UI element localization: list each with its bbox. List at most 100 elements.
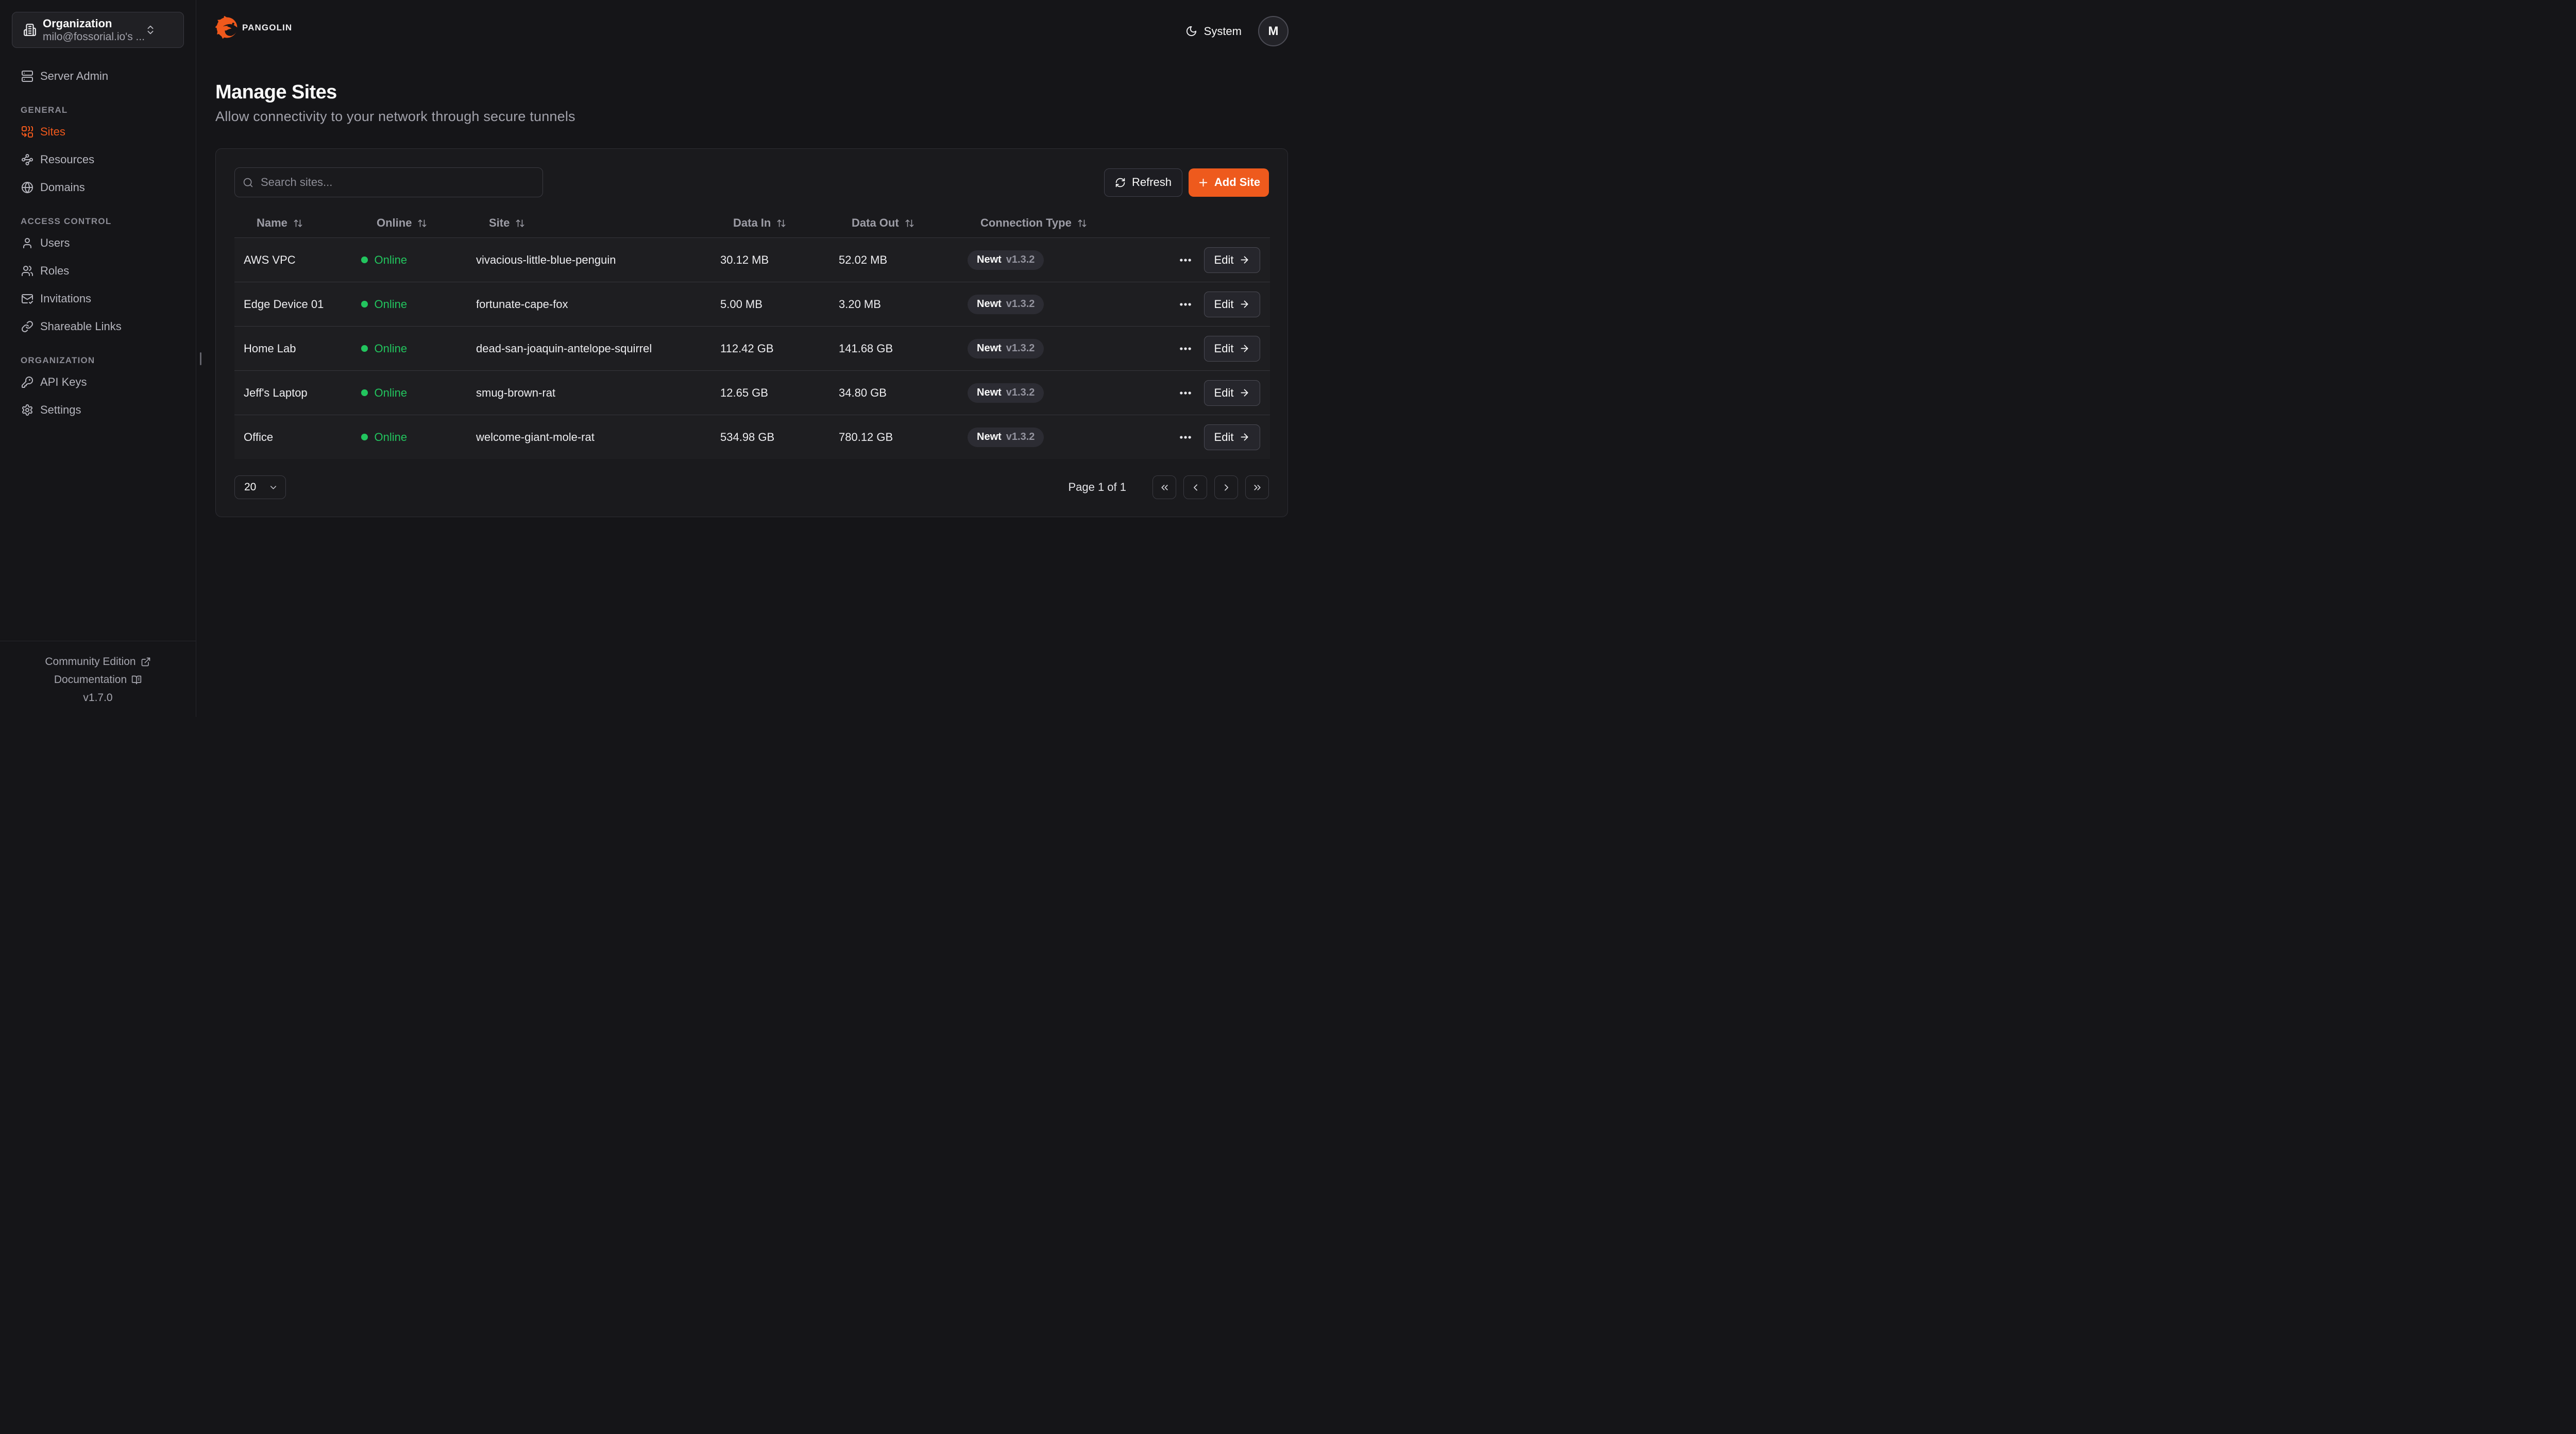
cell-data-in: 534.98 GB bbox=[720, 430, 775, 443]
page-subtitle: Allow connectivity to your network throu… bbox=[215, 109, 575, 124]
prev-page-button[interactable] bbox=[1183, 475, 1207, 499]
chevrons-left-icon bbox=[1159, 482, 1170, 493]
cell-actions: Edit bbox=[1169, 247, 1270, 273]
table-row: Jeff's Laptop Online smug-brown-rat 12.6… bbox=[234, 370, 1270, 415]
edit-button[interactable]: Edit bbox=[1204, 380, 1260, 406]
row-menu-button[interactable] bbox=[1178, 253, 1193, 267]
sidebar-item-label: Domains bbox=[40, 181, 85, 194]
sidebar-item-server-admin[interactable]: Server Admin bbox=[0, 62, 196, 90]
org-switcher[interactable]: Organization milo@fossorial.io's ... bbox=[12, 12, 184, 48]
server-icon bbox=[21, 70, 33, 82]
sidebar-item-shareable-links[interactable]: Shareable Links bbox=[0, 313, 196, 340]
sidebar-item-users[interactable]: Users bbox=[0, 229, 196, 257]
add-site-button[interactable]: Add Site bbox=[1189, 168, 1269, 197]
sidebar-item-label: Server Admin bbox=[40, 70, 109, 82]
first-page-button[interactable] bbox=[1153, 475, 1176, 499]
community-edition-link[interactable]: Community Edition bbox=[0, 653, 196, 671]
next-page-button[interactable] bbox=[1214, 475, 1238, 499]
cell-online-status: Online bbox=[354, 386, 467, 400]
column-header-label: Data Out bbox=[852, 216, 899, 229]
edit-button[interactable]: Edit bbox=[1204, 247, 1260, 273]
sidebar-item-label: Invitations bbox=[40, 292, 92, 305]
cell-actions: Edit bbox=[1169, 335, 1270, 362]
sidebar-item-domains[interactable]: Domains bbox=[0, 174, 196, 201]
cell-name: Jeff's Laptop bbox=[244, 386, 308, 399]
last-page-button[interactable] bbox=[1245, 475, 1269, 499]
column-header-connection-type[interactable]: Connection Type bbox=[958, 216, 1169, 230]
search-icon bbox=[243, 177, 253, 188]
app-version: v1.7.0 bbox=[83, 691, 113, 704]
edit-button[interactable]: Edit bbox=[1204, 424, 1260, 450]
cell-connection-type: Newt v1.3.2 bbox=[958, 427, 1169, 447]
column-header-name[interactable]: Name bbox=[234, 216, 354, 230]
edit-button-label: Edit bbox=[1214, 386, 1234, 399]
cell-data-out: 141.68 GB bbox=[839, 342, 893, 355]
chevron-right-icon bbox=[1221, 482, 1232, 493]
cell-name: Office bbox=[244, 430, 274, 443]
table-row: Edge Device 01 Online fortunate-cape-fox… bbox=[234, 282, 1270, 326]
row-menu-button[interactable] bbox=[1178, 386, 1193, 400]
sidebar-item-invitations[interactable]: Invitations bbox=[0, 285, 196, 313]
sites-icon bbox=[21, 126, 33, 138]
edit-button-label: Edit bbox=[1214, 297, 1234, 311]
connection-client-version: v1.3.2 bbox=[1006, 431, 1035, 442]
row-menu-button[interactable] bbox=[1178, 430, 1193, 445]
sidebar-item-sites[interactable]: Sites bbox=[0, 118, 196, 146]
connection-type-badge: Newt v1.3.2 bbox=[968, 427, 1044, 447]
column-header-online[interactable]: Online bbox=[354, 216, 467, 230]
column-header-site[interactable]: Site bbox=[467, 216, 711, 230]
plus-icon bbox=[1197, 177, 1209, 189]
row-menu-button[interactable] bbox=[1178, 297, 1193, 312]
sidebar-nav: Server Admin GENERAL Sites Resources Dom… bbox=[0, 62, 201, 641]
table-body: AWS VPC Online vivacious-little-blue-pen… bbox=[234, 237, 1270, 459]
sidebar-section-access-control: ACCESS CONTROL bbox=[21, 216, 112, 226]
arrow-right-icon bbox=[1239, 299, 1250, 310]
table-row: AWS VPC Online vivacious-little-blue-pen… bbox=[234, 237, 1270, 282]
edit-button[interactable]: Edit bbox=[1204, 335, 1260, 362]
cell-data-out: 780.12 GB bbox=[839, 430, 893, 443]
sidebar: Organization milo@fossorial.io's ... Ser… bbox=[0, 0, 201, 717]
cell-data-out: 34.80 GB bbox=[839, 386, 887, 399]
sidebar-item-settings[interactable]: Settings bbox=[0, 396, 196, 424]
connection-type-badge: Newt v1.3.2 bbox=[968, 338, 1044, 358]
cell-online-status: Online bbox=[354, 253, 467, 267]
online-status-label: Online bbox=[374, 342, 408, 355]
sort-icon bbox=[1077, 218, 1087, 228]
refresh-button[interactable]: Refresh bbox=[1104, 168, 1182, 197]
connection-client-name: Newt bbox=[977, 254, 1002, 265]
search-input[interactable] bbox=[261, 176, 534, 189]
cell-data-in: 5.00 MB bbox=[720, 297, 762, 311]
cell-connection-type: Newt v1.3.2 bbox=[958, 383, 1169, 403]
column-header-label: Data In bbox=[733, 216, 771, 229]
column-header-data-out[interactable]: Data Out bbox=[829, 216, 958, 230]
sidebar-item-api-keys[interactable]: API Keys bbox=[0, 368, 196, 396]
user-avatar[interactable]: M bbox=[1258, 16, 1289, 46]
edit-button[interactable]: Edit bbox=[1204, 291, 1260, 317]
org-switcher-label: Organization bbox=[43, 16, 112, 30]
cell-actions: Edit bbox=[1169, 424, 1270, 450]
page-size-select[interactable]: 20 bbox=[234, 475, 286, 499]
arrow-right-icon bbox=[1239, 387, 1250, 398]
edit-button-label: Edit bbox=[1214, 430, 1234, 443]
sidebar-item-resources[interactable]: Resources bbox=[0, 146, 196, 174]
search-box bbox=[234, 167, 543, 197]
theme-toggle-label: System bbox=[1204, 24, 1242, 38]
page-info: Page 1 of 1 bbox=[1068, 481, 1126, 493]
chevron-left-icon bbox=[1190, 482, 1201, 493]
mail-check-icon bbox=[21, 293, 33, 305]
brand[interactable]: PANGOLIN bbox=[215, 16, 292, 39]
documentation-link[interactable]: Documentation bbox=[0, 671, 196, 689]
row-menu-button[interactable] bbox=[1178, 342, 1193, 356]
cell-name: Edge Device 01 bbox=[244, 297, 324, 311]
connection-type-badge: Newt v1.3.2 bbox=[968, 250, 1044, 270]
brand-name: PANGOLIN bbox=[242, 22, 293, 32]
table-toolbar: Refresh Add Site bbox=[234, 167, 1269, 197]
cell-actions: Edit bbox=[1169, 380, 1270, 406]
column-header-data-in[interactable]: Data In bbox=[711, 216, 829, 230]
sidebar-item-roles[interactable]: Roles bbox=[0, 257, 196, 285]
online-status-label: Online bbox=[374, 386, 408, 399]
gear-icon bbox=[21, 404, 33, 416]
theme-toggle[interactable]: System bbox=[1185, 25, 1242, 38]
sidebar-footer: Community Edition Documentation v1.7.0 bbox=[0, 641, 196, 717]
edit-button-label: Edit bbox=[1214, 342, 1234, 355]
